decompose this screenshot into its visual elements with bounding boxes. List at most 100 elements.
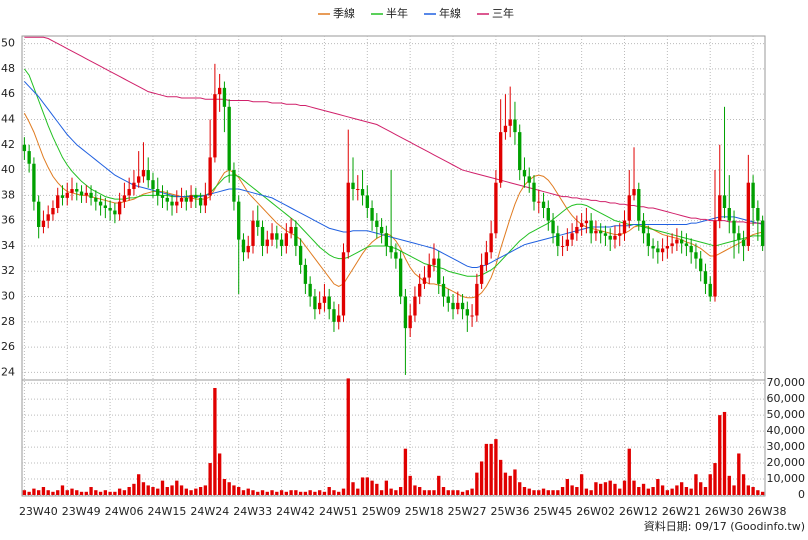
candle-body bbox=[241, 239, 246, 253]
candle-body bbox=[113, 210, 117, 215]
volume-bar bbox=[251, 490, 255, 495]
volume-bar bbox=[179, 485, 184, 495]
y-tick-label: 38 bbox=[1, 188, 15, 201]
candle-body bbox=[541, 201, 546, 208]
volume-bar bbox=[70, 488, 74, 495]
volume-bar bbox=[275, 491, 279, 495]
volume-bar bbox=[151, 487, 155, 495]
candle-body bbox=[284, 233, 289, 246]
x-tick-label: 25W27 bbox=[448, 505, 487, 518]
y-tick-label: 42 bbox=[1, 138, 15, 151]
y2-tick-label: 60,000 bbox=[767, 392, 806, 405]
volume-bar bbox=[513, 469, 517, 495]
candle-body bbox=[70, 189, 74, 193]
y-tick-label: 50 bbox=[1, 37, 15, 50]
volume-bar bbox=[737, 453, 741, 495]
volume-bar bbox=[618, 488, 622, 495]
candle-body bbox=[222, 87, 227, 107]
candle-body bbox=[56, 195, 60, 208]
candle-body bbox=[79, 191, 84, 196]
volume-bar bbox=[89, 487, 93, 495]
x-tick-label: 24W15 bbox=[148, 505, 187, 518]
y-tick-label: 28 bbox=[1, 315, 15, 328]
candle-body bbox=[251, 220, 255, 246]
candle-body bbox=[160, 195, 165, 198]
candle-body bbox=[746, 182, 750, 246]
volume-bar bbox=[122, 490, 127, 495]
volume-bar bbox=[327, 487, 331, 495]
candle-body bbox=[527, 176, 531, 183]
volume-bar bbox=[37, 490, 41, 495]
candle-body bbox=[584, 220, 589, 224]
volume-bar bbox=[646, 488, 650, 495]
volume-bar bbox=[703, 487, 708, 495]
volume-bar bbox=[60, 485, 65, 495]
candle-body bbox=[75, 189, 79, 192]
candle-body bbox=[465, 309, 469, 316]
volume-bar bbox=[603, 482, 608, 495]
volume-bar bbox=[660, 485, 665, 495]
volume-bar bbox=[579, 474, 584, 495]
volume-bar bbox=[565, 479, 570, 495]
candle-body bbox=[689, 245, 693, 253]
volume-bar bbox=[684, 487, 689, 495]
candle-body bbox=[217, 87, 222, 95]
volume-bar bbox=[51, 491, 55, 495]
volume-bar bbox=[756, 490, 760, 495]
x-tick-label: 26W02 bbox=[576, 505, 615, 518]
candle-body bbox=[741, 239, 746, 246]
volume-bar bbox=[56, 490, 60, 495]
candle-body bbox=[403, 296, 408, 329]
volume-bar bbox=[456, 490, 460, 495]
volume-bar bbox=[360, 477, 365, 495]
candle-body bbox=[627, 195, 631, 221]
x-tick-label: 24W51 bbox=[319, 505, 358, 518]
volume-bar bbox=[22, 490, 27, 495]
legend-label: 三年 bbox=[492, 6, 514, 20]
candle-body bbox=[389, 245, 393, 253]
volume-bar bbox=[389, 488, 393, 495]
candle-body bbox=[327, 296, 331, 310]
candle-body bbox=[341, 252, 346, 316]
candle-body bbox=[175, 201, 179, 206]
volume-bar bbox=[656, 479, 660, 495]
volume-bar bbox=[117, 488, 122, 495]
volume-bar bbox=[165, 487, 169, 495]
volume-bar bbox=[527, 488, 531, 495]
candle-body bbox=[603, 233, 608, 236]
candle-body bbox=[613, 235, 617, 240]
volume-bar bbox=[722, 411, 727, 495]
volume-bar bbox=[294, 490, 298, 495]
volume-bar bbox=[594, 482, 598, 495]
candle-body bbox=[303, 264, 308, 284]
volume-bar bbox=[384, 480, 389, 495]
volume-bar bbox=[94, 490, 98, 495]
candle-body bbox=[608, 235, 612, 240]
volume-bar bbox=[146, 485, 150, 495]
volume-bar bbox=[584, 488, 589, 495]
volume-bar bbox=[432, 490, 436, 495]
candle-body bbox=[579, 223, 584, 227]
candle-body bbox=[318, 302, 322, 310]
volume-bar bbox=[665, 490, 670, 495]
volume-bar bbox=[418, 487, 422, 495]
volume-bar bbox=[370, 480, 374, 495]
candle-body bbox=[84, 192, 88, 196]
volume-bar bbox=[303, 491, 308, 495]
candle-body bbox=[270, 233, 274, 240]
candle-body bbox=[408, 315, 412, 329]
candle-body bbox=[575, 226, 579, 234]
volume-bar bbox=[475, 472, 479, 495]
volume-bar bbox=[394, 490, 398, 495]
volume-bar bbox=[637, 487, 641, 495]
volume-bar bbox=[32, 488, 36, 495]
volume-bar bbox=[518, 482, 522, 495]
x-tick-label: 24W33 bbox=[233, 505, 272, 518]
volume-bar bbox=[403, 448, 408, 495]
candle-body bbox=[98, 201, 103, 206]
volume-bar bbox=[441, 487, 446, 495]
volume-bar bbox=[751, 487, 755, 495]
volume-bar bbox=[137, 474, 141, 495]
candle-body bbox=[256, 220, 260, 227]
